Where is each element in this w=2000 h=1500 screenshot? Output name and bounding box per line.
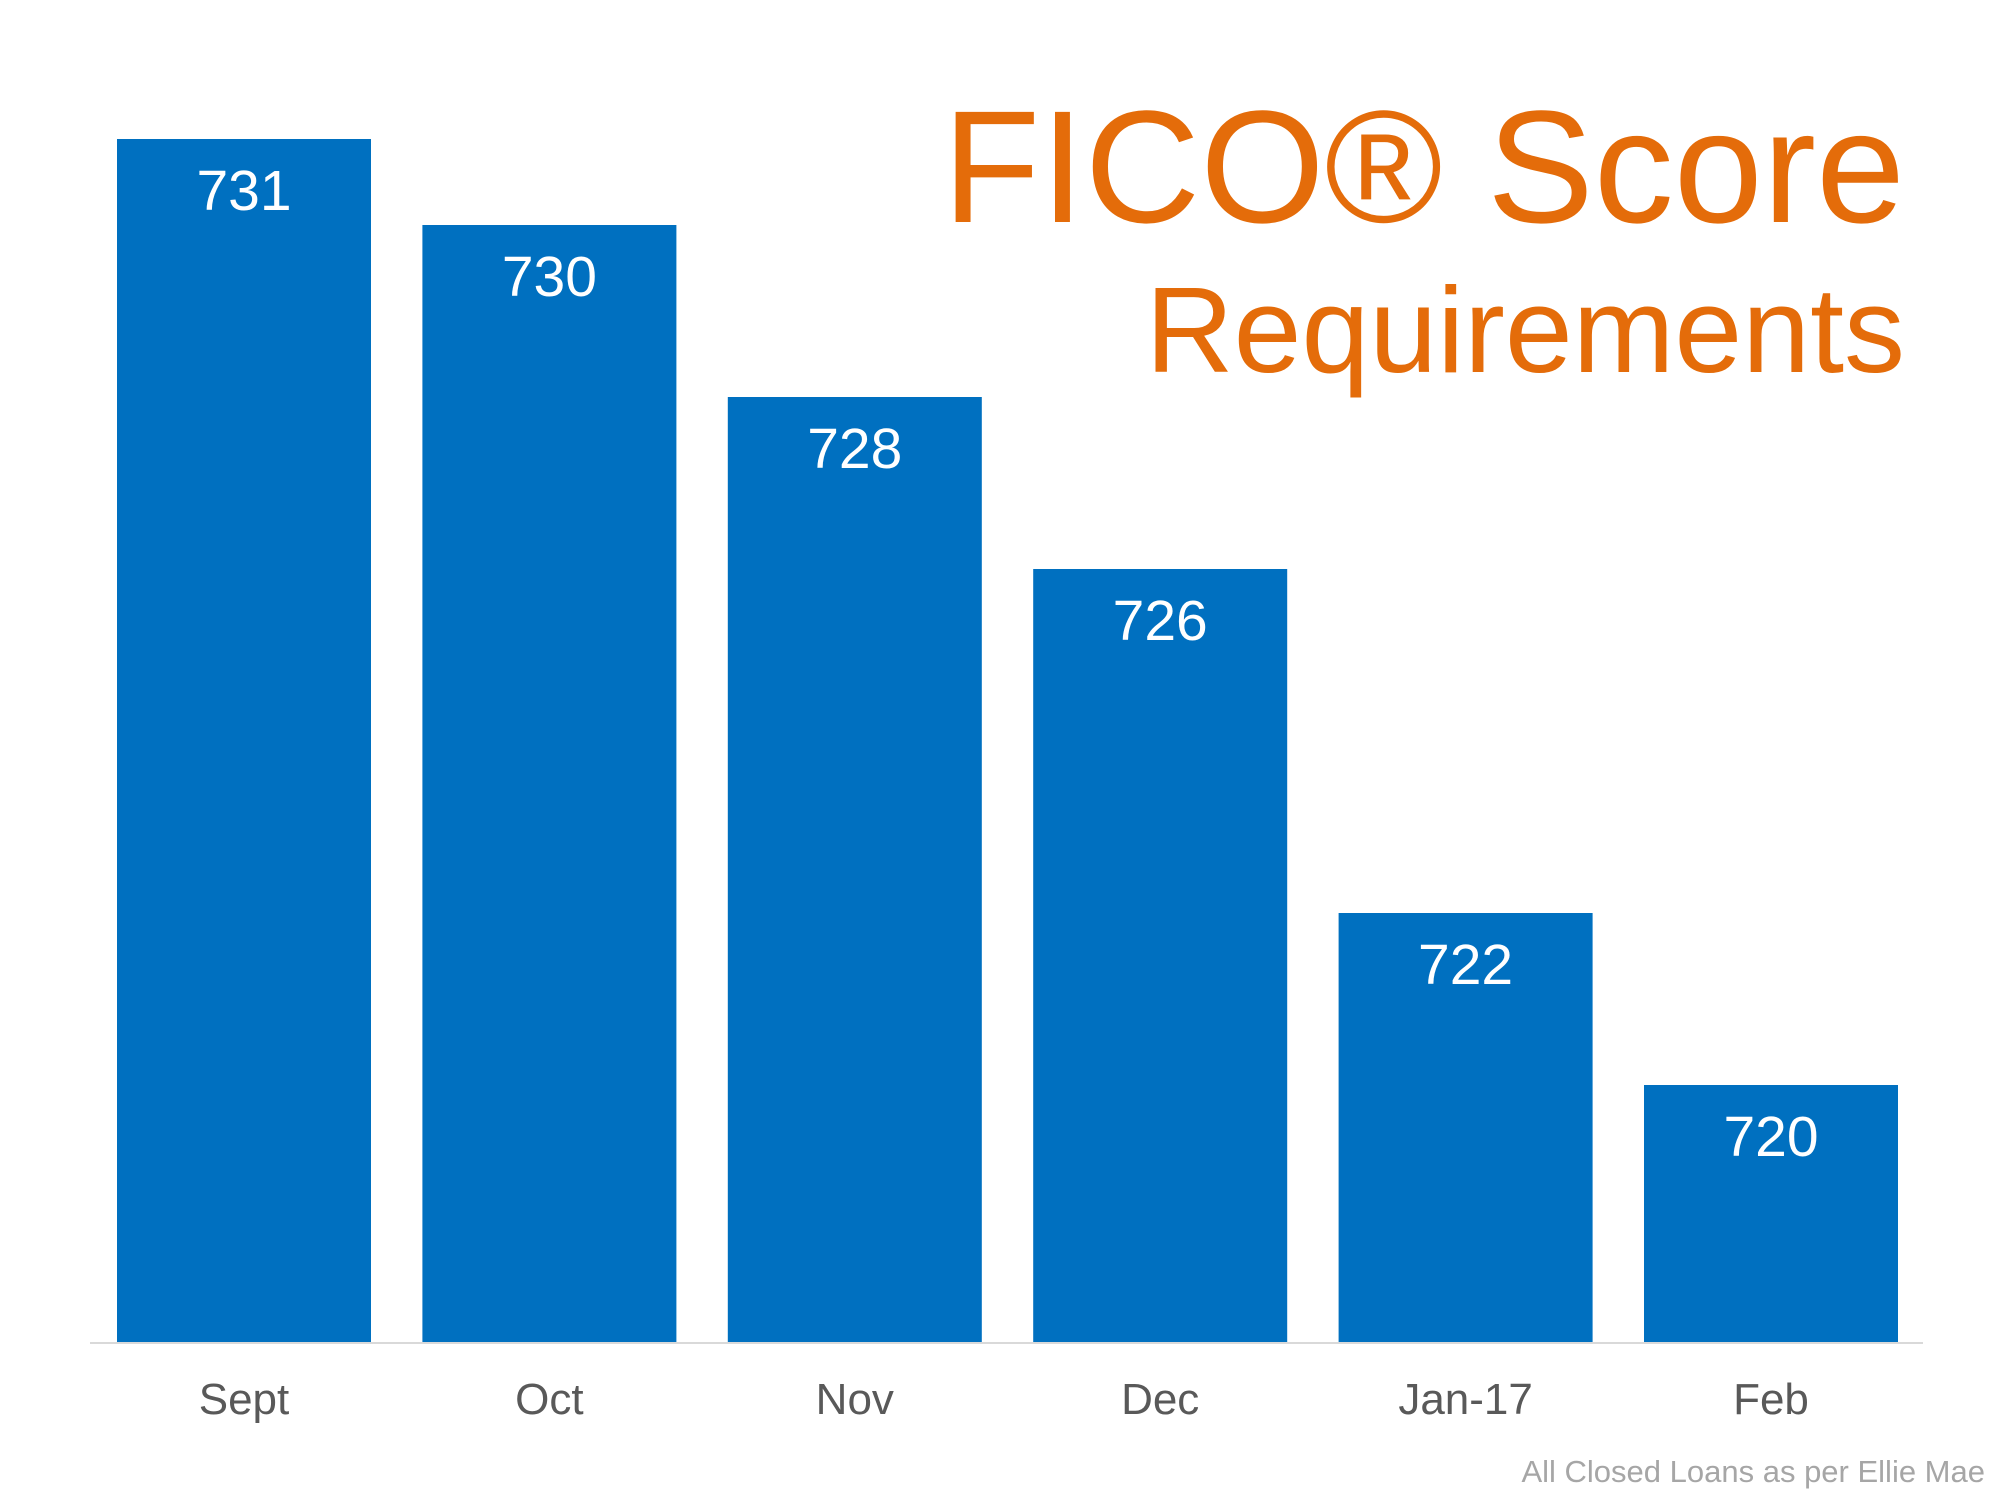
x-tick-label: Feb [1733, 1375, 1809, 1424]
value-label: 730 [502, 245, 597, 309]
bar [727, 397, 982, 1343]
x-tick-label: Oct [515, 1375, 583, 1424]
x-tick-label: Dec [1121, 1375, 1199, 1424]
bar [1033, 569, 1288, 1343]
bar [117, 139, 371, 1343]
x-tick-label: Nov [816, 1375, 894, 1424]
x-tick-label: Jan-17 [1398, 1375, 1533, 1424]
x-tick-label: Sept [199, 1375, 290, 1424]
value-label: 728 [807, 417, 902, 481]
value-label: 731 [196, 159, 291, 223]
value-label: 726 [1113, 589, 1208, 653]
chart-subtitle: Requirements [1146, 262, 1905, 398]
bar [1644, 1085, 1898, 1343]
source-note: All Closed Loans as per Ellie Mae [1521, 1454, 1985, 1489]
value-label: 722 [1418, 933, 1513, 997]
value-label: 720 [1723, 1105, 1818, 1169]
bar [422, 225, 677, 1343]
bar [1338, 913, 1593, 1343]
chart-title: FICO® Score [943, 77, 1906, 256]
